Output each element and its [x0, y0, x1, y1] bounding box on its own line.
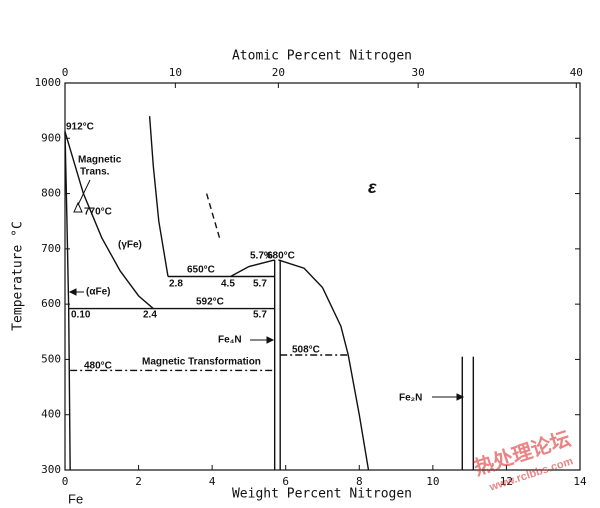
annotation: 4.5	[221, 279, 235, 290]
arrow-head	[456, 393, 465, 401]
phase-boundary	[148, 116, 169, 277]
arrow-head	[68, 288, 77, 296]
y-tick-label: 400	[41, 408, 61, 421]
x-tick-label: 8	[356, 475, 363, 488]
annotation: 592°C	[196, 297, 224, 308]
phase-boundary	[67, 308, 71, 471]
annotation: 2.8	[169, 279, 183, 290]
annotation: 680°C	[267, 251, 295, 262]
x-tick-label: 10	[426, 475, 439, 488]
annotation: (αFe)	[86, 287, 110, 298]
x-tick-label: 2	[135, 475, 142, 488]
x-tick-label: 14	[573, 475, 587, 488]
annotation: 2.4	[143, 310, 157, 321]
plot-frame	[64, 82, 581, 471]
annotation: 5.7	[253, 279, 267, 290]
annotation: 5.7%	[250, 251, 273, 262]
annotation: 480°C	[84, 361, 112, 372]
triangle	[73, 201, 83, 213]
y-tick-label: 600	[41, 297, 61, 310]
y-tick-label: 700	[41, 242, 61, 255]
x-tick-label: 6	[282, 475, 289, 488]
top-axis-title: Atomic Percent Nitrogen	[232, 49, 412, 64]
annotation: Magnetic	[78, 155, 122, 166]
phase-boundary	[230, 259, 275, 278]
y-tick-label: 900	[41, 131, 61, 144]
x-tick-label: 12	[500, 475, 513, 488]
annotation: 912°C	[66, 122, 94, 133]
x2-tick-label: 10	[169, 66, 182, 79]
x-tick-label: 0	[62, 475, 69, 488]
x2-tick-label: 20	[272, 66, 285, 79]
x2-tick-label: 40	[570, 66, 583, 79]
annotation: Trans.	[80, 167, 110, 178]
pointer	[77, 179, 91, 206]
annotation: ε	[368, 177, 377, 197]
annotation: Fe₂N	[399, 393, 422, 404]
y-tick-label: 500	[41, 352, 61, 365]
arrows	[68, 179, 465, 401]
x-axis-title: Weight Percent Nitrogen	[232, 487, 412, 502]
annotation: 650°C	[187, 265, 215, 276]
arrow-head	[266, 336, 275, 344]
x-tick-label: 4	[209, 475, 216, 488]
phase-boundary	[64, 131, 70, 309]
phase-boundary	[64, 131, 154, 310]
annotation: 5.7	[253, 310, 267, 321]
y-tick-label: 300	[41, 463, 61, 476]
annotation: 0.10	[71, 310, 91, 321]
x2-tick-label: 30	[412, 66, 425, 79]
annotation: Fe₄N	[218, 335, 242, 346]
y-tick-label: 1000	[35, 76, 62, 89]
annotation: Magnetic Transformation	[142, 357, 261, 368]
y-axis-title: Temperature °C	[11, 221, 26, 331]
x2-tick-label: 0	[62, 66, 69, 79]
annotation: 508°C	[292, 345, 320, 356]
phase-boundary	[205, 193, 221, 238]
annotation: 770°C	[84, 207, 112, 218]
annotation: Fe	[68, 491, 83, 506]
y-tick-label: 800	[41, 187, 61, 200]
phase-boundary	[278, 259, 370, 471]
annotation: (γFe)	[118, 240, 142, 251]
